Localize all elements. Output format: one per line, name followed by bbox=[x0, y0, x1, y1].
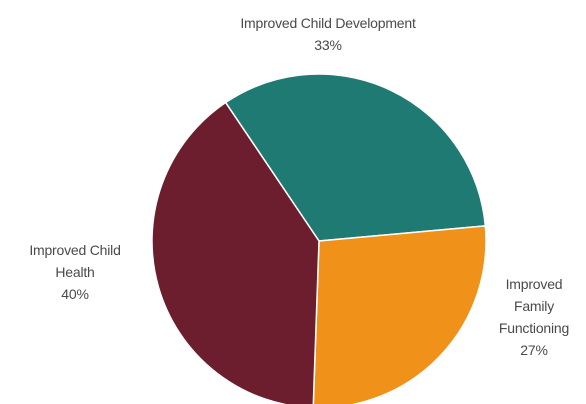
slice-label-child-health: Improved Child Health 40% bbox=[2, 239, 148, 305]
slice-label-line: Improved bbox=[505, 276, 563, 292]
slice-label-line: Improved Child Development bbox=[240, 15, 416, 31]
slice-value-label: 33% bbox=[314, 37, 342, 53]
slice-label-line: Improved Child bbox=[29, 242, 121, 258]
slice-label-line: Health bbox=[55, 264, 95, 280]
slice-label-line: Functioning bbox=[498, 320, 570, 336]
slice-label-family-functioning: Improved Family Functioning 27% bbox=[478, 273, 586, 361]
slice-label-child-development: Improved Child Development 33% bbox=[196, 12, 460, 56]
pie-slice-1 bbox=[312, 225, 487, 404]
slice-value-label: 40% bbox=[61, 286, 89, 302]
pie-slice-2 bbox=[151, 101, 320, 404]
slice-value-label: 27% bbox=[520, 342, 548, 358]
pie-slice-0 bbox=[224, 73, 487, 242]
slice-label-line: Family bbox=[513, 298, 555, 314]
